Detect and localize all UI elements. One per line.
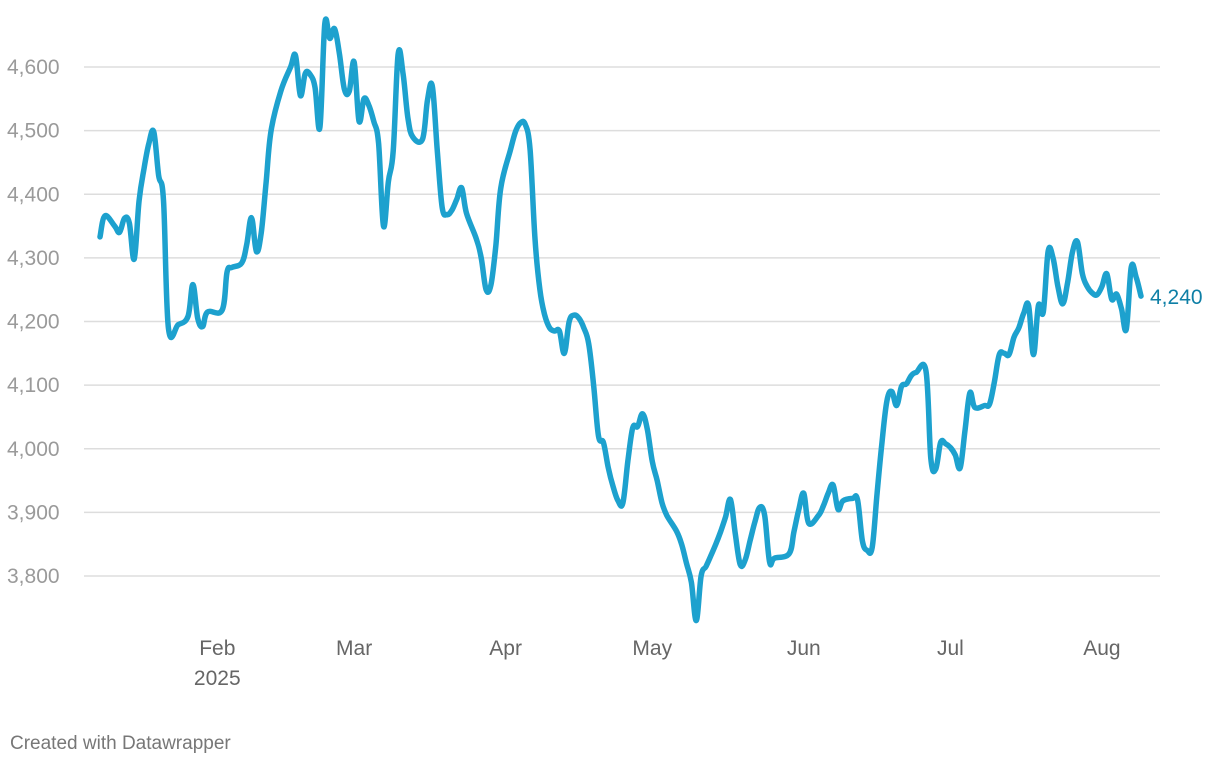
x-tick-label: Jul: [937, 637, 964, 660]
x-tick-label: Apr: [489, 637, 522, 660]
x-tick-label: Jun: [787, 637, 821, 660]
y-axis: 3,800 3,900 4,000 4,100 4,200 4,300 4,400 4,500…: [7, 56, 60, 588]
y-tick-label: 4,200: [7, 311, 60, 334]
y-tick-label: 3,900: [7, 501, 60, 524]
x-tick-label: Feb: [199, 637, 235, 660]
x-tick-label: Aug: [1083, 637, 1120, 660]
x-axis: Feb 2025 Mar Apr May Jun Jul Aug: [194, 637, 1121, 690]
x-tick-sublabel: 2025: [194, 667, 241, 690]
x-tick-label: May: [632, 637, 672, 660]
y-tick-label: 3,800: [7, 565, 60, 588]
series-line: [97, 16, 1144, 624]
y-tick-label: 4,000: [7, 438, 60, 461]
series: [97, 16, 1144, 624]
x-tick-label: Mar: [336, 637, 372, 660]
y-tick-label: 4,300: [7, 247, 60, 270]
y-tick-label: 4,500: [7, 120, 60, 143]
y-tick-label: 4,100: [7, 374, 60, 397]
y-tick-label: 4,600: [7, 56, 60, 79]
end-value-label: 4,240: [1150, 286, 1203, 309]
data-labels: 4,240: [1150, 286, 1203, 309]
y-tick-label: 4,400: [7, 183, 60, 206]
credit-text: Created with Datawrapper: [10, 733, 231, 754]
